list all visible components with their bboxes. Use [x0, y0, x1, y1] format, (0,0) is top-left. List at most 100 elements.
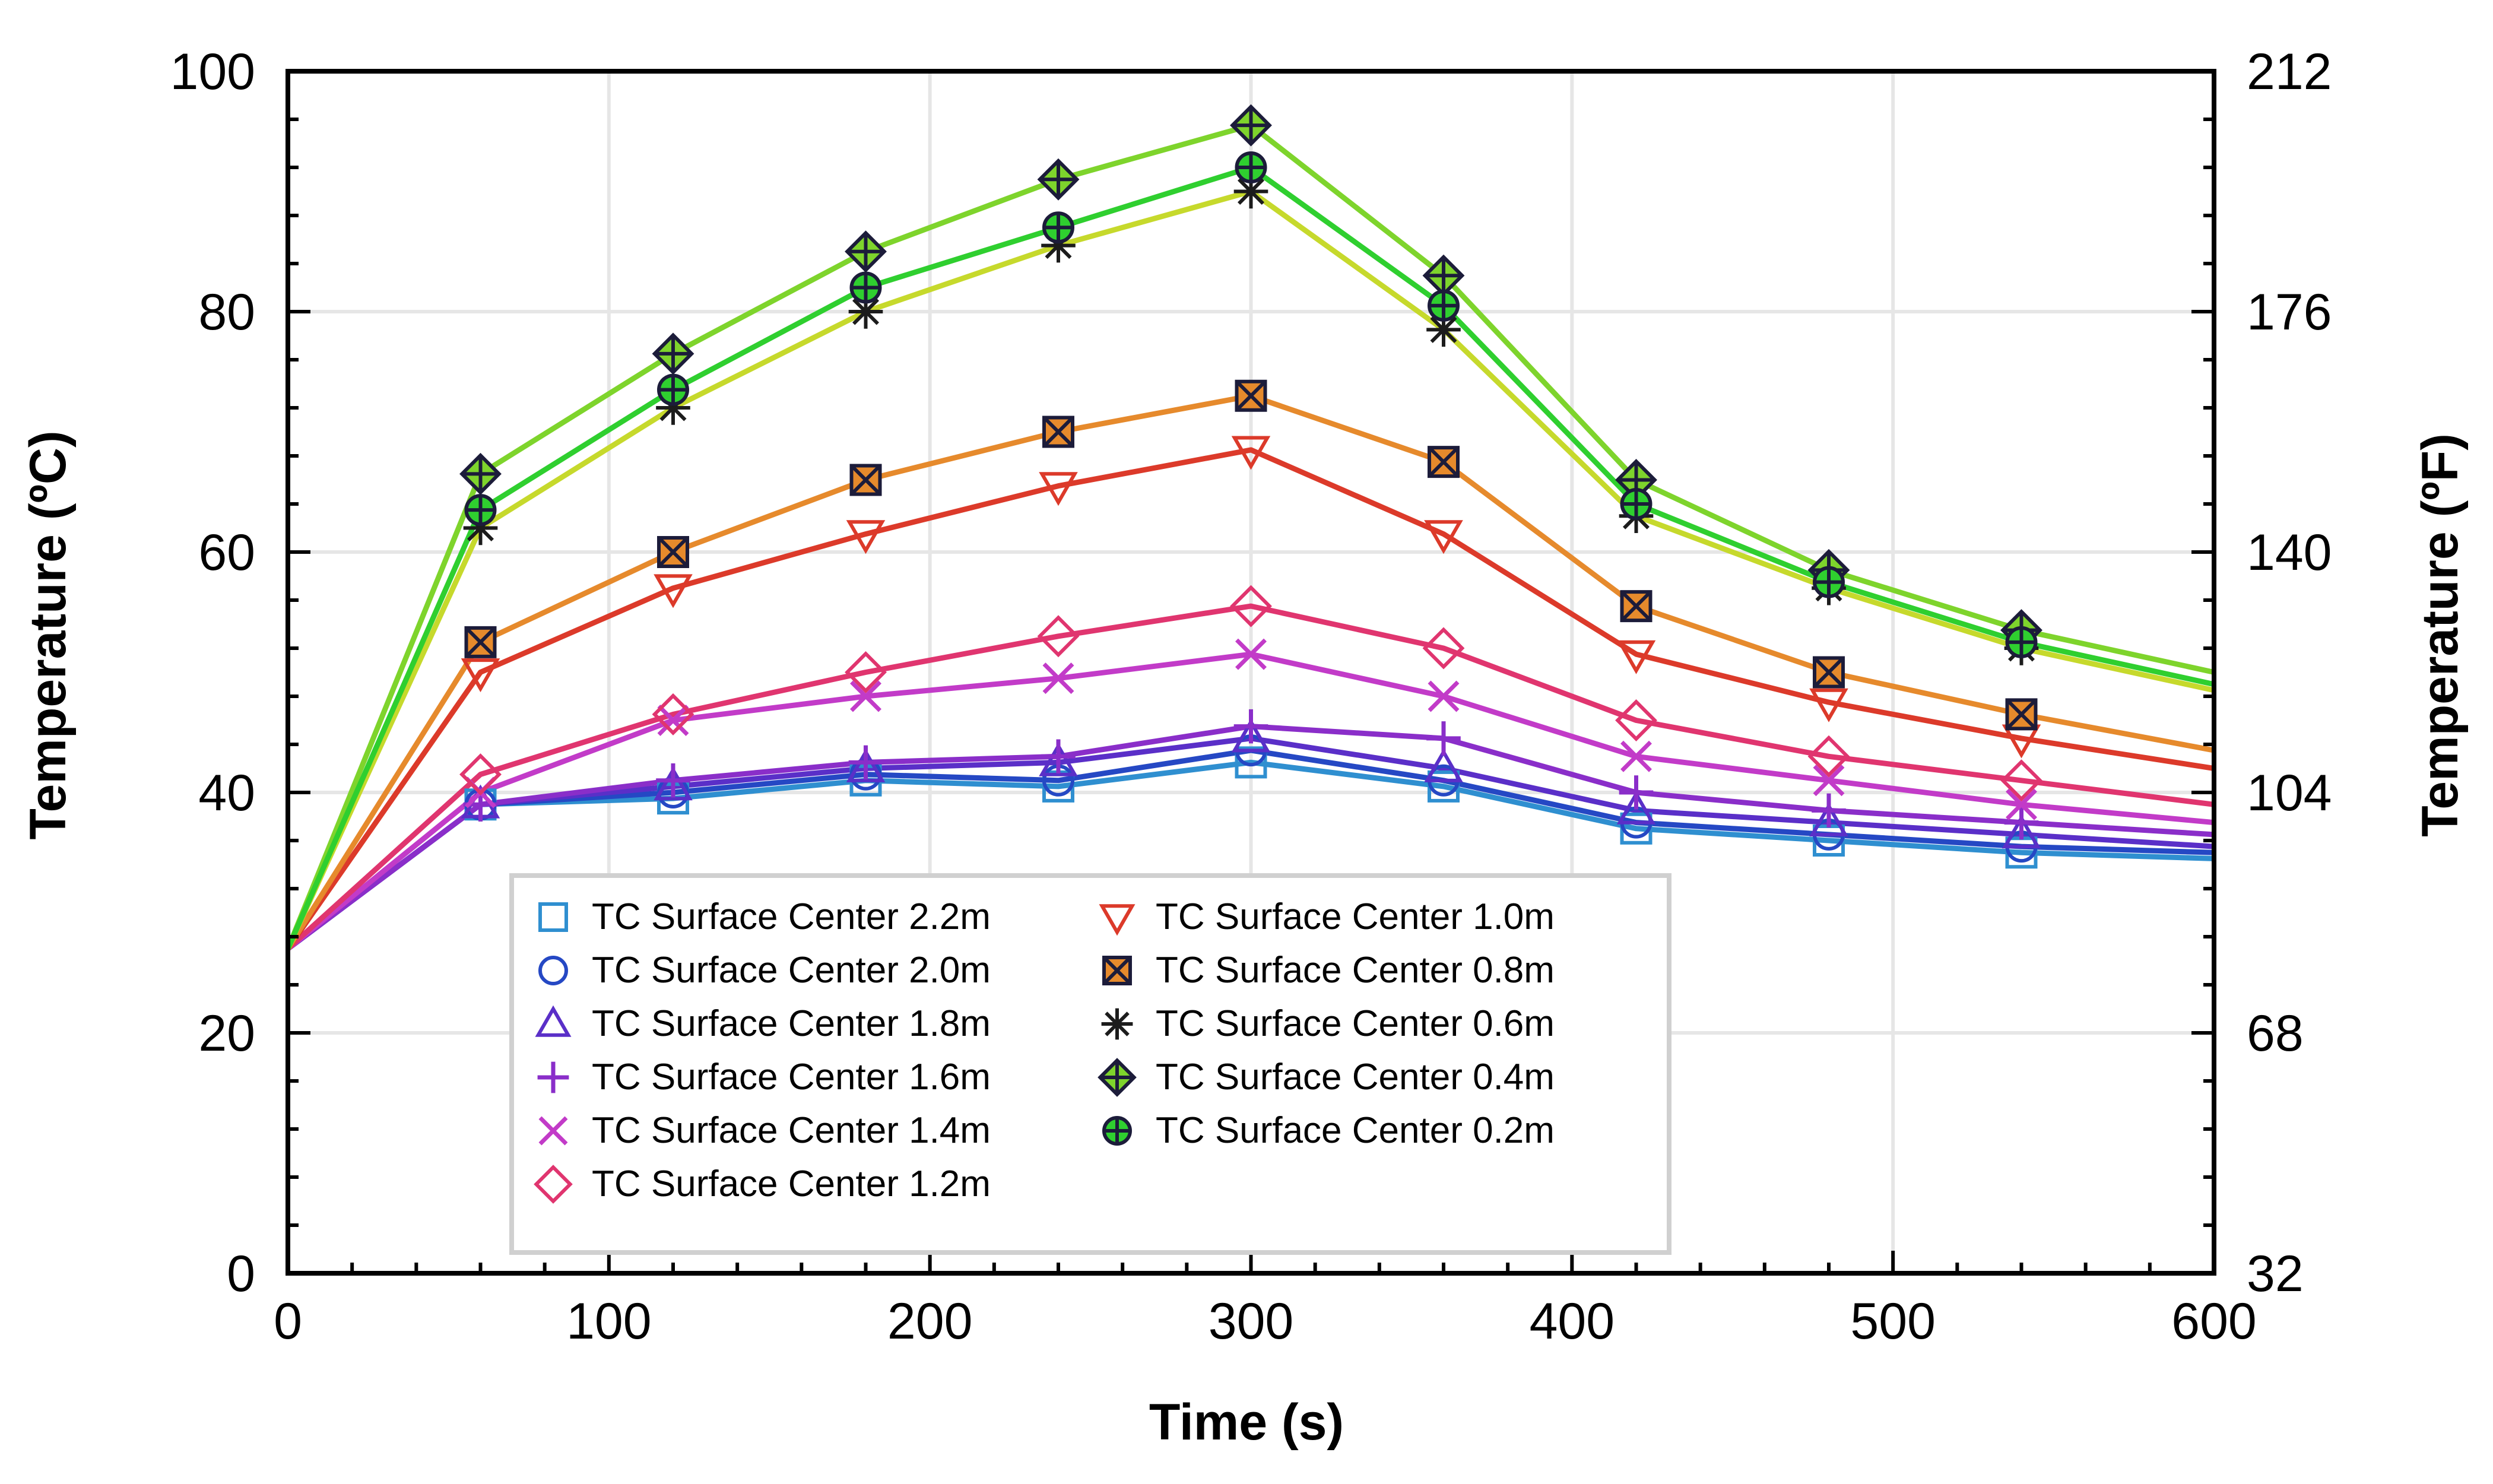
data-point-marker — [1616, 790, 1656, 825]
y-tick-label-right: 104 — [2247, 765, 2332, 822]
data-point-marker — [652, 693, 694, 735]
data-point-marker — [657, 536, 689, 568]
data-point-marker — [657, 705, 689, 736]
data-point-marker — [1042, 211, 1074, 244]
legend-label: TC Surface Center 1.6m — [592, 1057, 991, 1098]
legend-item: TC Surface Center 0.4m — [1098, 1057, 1555, 1098]
data-point-marker — [1619, 775, 1654, 810]
legend-label: TC Surface Center 2.0m — [592, 950, 991, 991]
x-tick-label: 100 — [566, 1293, 652, 1350]
data-point-marker — [846, 520, 886, 554]
series-markers — [459, 104, 2042, 869]
legend-marker-icon — [535, 1005, 572, 1037]
data-point-marker — [654, 766, 693, 801]
legend-label: TC Surface Center 0.8m — [1156, 950, 1555, 991]
x-tick-label: 0 — [274, 1293, 302, 1350]
data-point-marker — [1230, 585, 1272, 627]
legend-marker-icon — [538, 956, 568, 985]
legend-item: TC Surface Center 0.8m — [1102, 950, 1555, 991]
series-line-7 — [286, 447, 2215, 950]
data-point-marker — [654, 574, 693, 608]
y-tick-label-right: 212 — [2247, 43, 2332, 100]
data-point-marker — [1620, 590, 1653, 623]
legend-label: TC Surface Center 1.8m — [592, 1003, 991, 1044]
axes: 0 100 200 300 400 500 600 0 20 40 60 80 100 32 68 104 14… — [170, 43, 2332, 1350]
x-tick-label: 300 — [1209, 1293, 1294, 1350]
legend-marker-icon — [534, 1165, 573, 1204]
series-line-1 — [286, 759, 2215, 951]
data-point-marker — [2005, 626, 2038, 658]
data-point-marker — [1813, 765, 1845, 797]
data-point-marker — [1039, 742, 1078, 776]
legend-label: TC Surface Center 1.4m — [592, 1110, 991, 1151]
data-point-marker — [1812, 793, 1846, 828]
data-point-marker — [1426, 312, 1461, 347]
legend-marker-icon — [538, 902, 568, 932]
data-point-marker — [845, 651, 887, 693]
data-point-marker — [1620, 740, 1652, 772]
data-point-marker — [1037, 158, 1080, 201]
legend-marker-icon — [537, 1061, 569, 1093]
data-point-marker — [1037, 615, 1080, 658]
data-point-marker — [1428, 446, 1460, 478]
data-point-marker — [1428, 289, 1460, 322]
legend-marker-icon — [1102, 1116, 1132, 1146]
y-axis-title-left: Temperature (ºC) — [20, 430, 77, 839]
legend-label: TC Surface Center 1.2m — [592, 1163, 991, 1204]
series-line-6 — [286, 603, 2215, 951]
data-point-marker — [657, 373, 689, 406]
legend-item: TC Surface Center 2.0m — [538, 950, 991, 991]
y-tick-label-left: 0 — [227, 1245, 255, 1302]
data-point-marker — [1813, 566, 1845, 598]
x-axis-title: Time (s) — [1149, 1394, 1344, 1451]
legend-item: TC Surface Center 0.2m — [1102, 1110, 1555, 1151]
legend-item: TC Surface Center 1.4m — [538, 1110, 991, 1151]
y-tick-label-right: 32 — [2247, 1245, 2304, 1302]
data-point-marker — [845, 230, 887, 273]
data-point-marker — [1428, 680, 1460, 712]
legend-marker-icon — [1102, 956, 1132, 985]
data-point-marker — [1042, 416, 1074, 448]
data-point-marker — [459, 753, 502, 796]
legend-item: TC Surface Center 1.8m — [535, 1003, 991, 1044]
data-point-marker — [2005, 698, 2038, 731]
data-point-marker — [848, 745, 883, 780]
data-point-marker — [1230, 104, 1272, 147]
data-point-marker — [849, 271, 882, 304]
data-point-marker — [2002, 814, 2041, 849]
legend-label: TC Surface Center 0.6m — [1156, 1003, 1555, 1044]
data-point-marker — [1616, 640, 1656, 674]
data-point-marker — [464, 626, 497, 658]
data-point-marker — [2006, 788, 2037, 820]
x-tick-label: 500 — [1850, 1293, 1936, 1350]
data-point-marker — [1620, 488, 1653, 520]
legend-box — [509, 873, 1671, 1255]
data-point-marker — [1615, 699, 1657, 741]
data-point-marker — [461, 658, 500, 693]
data-point-marker — [1424, 520, 1463, 554]
legend-marker-icon — [1098, 1058, 1137, 1097]
data-point-marker — [1235, 746, 1267, 779]
x-tick-label: 600 — [2171, 1293, 2257, 1350]
data-point-marker — [459, 452, 502, 495]
data-point-marker — [850, 680, 881, 712]
data-point-marker — [1422, 627, 1465, 670]
legend-item: TC Surface Center 1.6m — [537, 1057, 991, 1098]
y-axis-title-right: Temperature (ºF) — [2412, 433, 2469, 837]
legend-item: TC Surface Center 2.2m — [538, 896, 991, 937]
data-point-marker — [1807, 735, 1850, 778]
legend-item: TC Surface Center 0.6m — [1101, 1003, 1555, 1044]
legend-item: TC Surface Center 1.0m — [1099, 896, 1555, 937]
data-point-marker — [1231, 436, 1271, 470]
x-tick-label: 200 — [887, 1293, 973, 1350]
y-tick-label-right: 68 — [2247, 1005, 2304, 1062]
legend-label: TC Surface Center 0.4m — [1156, 1057, 1555, 1098]
y-tick-label-right: 140 — [2247, 524, 2332, 581]
data-point-marker — [1426, 721, 1461, 756]
data-point-marker — [846, 748, 886, 782]
data-point-marker — [464, 494, 497, 527]
data-point-marker — [1235, 151, 1267, 183]
legend-label: TC Surface Center 2.2m — [592, 896, 991, 937]
legend-marker-icon — [538, 1116, 568, 1146]
legend-label: TC Surface Center 1.0m — [1156, 896, 1555, 937]
